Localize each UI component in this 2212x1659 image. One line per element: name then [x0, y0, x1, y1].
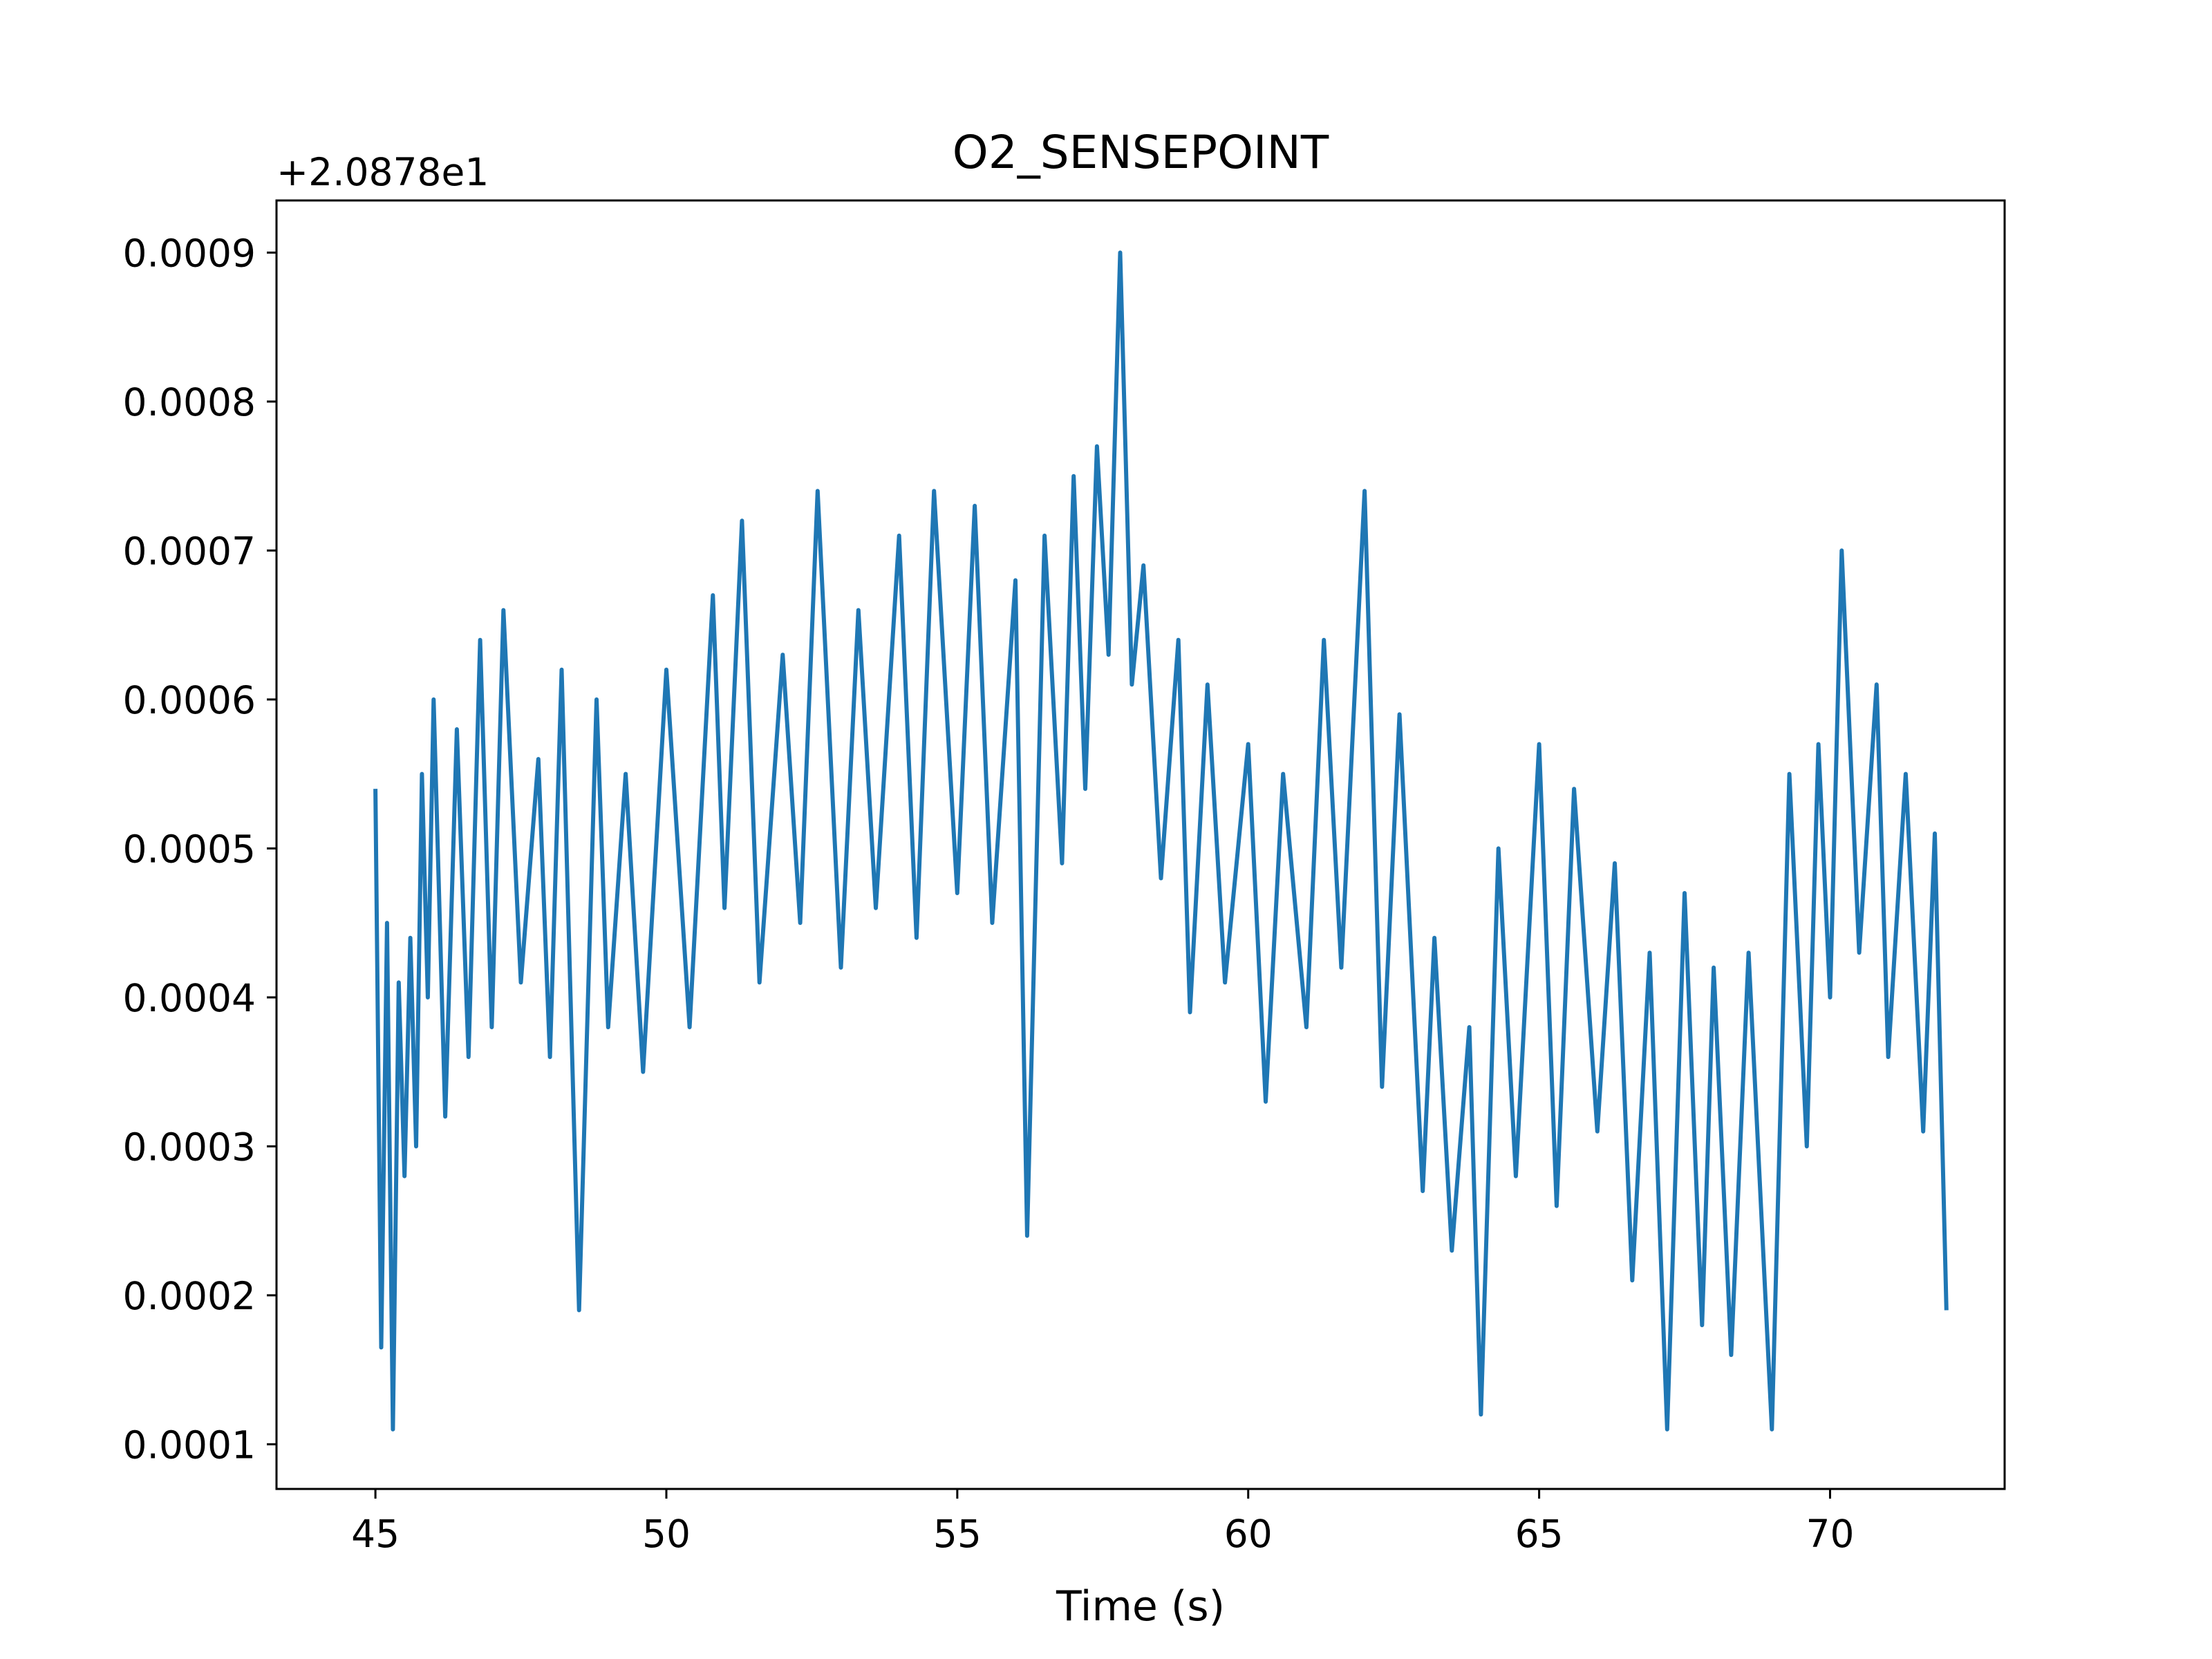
x-tick-label: 50: [642, 1512, 691, 1556]
x-tick-label: 70: [1806, 1512, 1854, 1556]
series-line-0: [373, 250, 1949, 1432]
y-tick-label: 0.0004: [123, 976, 256, 1020]
y-tick-label: 0.0001: [123, 1423, 256, 1467]
x-tick-label: 45: [351, 1512, 400, 1556]
x-axis-label: Time (s): [1056, 1582, 1225, 1631]
x-axis: 45 50 55 60 65 70: [351, 1489, 1854, 1556]
y-tick-label: 0.0007: [123, 529, 256, 573]
y-offset-text: +2.0878e1: [276, 150, 489, 194]
y-tick-label: 0.0005: [123, 827, 256, 871]
y-tick-label: 0.0002: [123, 1274, 256, 1318]
y-tick-label: 0.0008: [123, 380, 256, 424]
y-axis: 0.0001 0.0002 0.0003 0.0004 0.0005 0.0006 0.00…: [123, 231, 276, 1467]
plot-frame: [275, 199, 2006, 1490]
y-tick-label: 0.0009: [123, 231, 256, 275]
y-tick-label: 0.0006: [123, 678, 256, 722]
x-tick-label: 65: [1515, 1512, 1564, 1556]
y-tick-label: 0.0003: [123, 1125, 256, 1169]
x-tick-label: 55: [933, 1512, 982, 1556]
chart-title: O2_SENSEPOINT: [953, 126, 1329, 179]
series-layer: [373, 250, 1949, 1432]
x-tick-label: 60: [1224, 1512, 1273, 1556]
